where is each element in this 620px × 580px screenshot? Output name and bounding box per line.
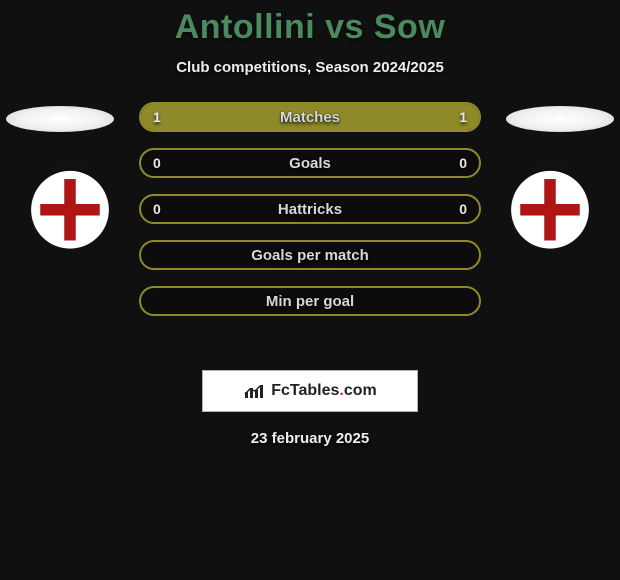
country-flag-right bbox=[506, 106, 614, 132]
stat-row: Goals per match bbox=[139, 240, 481, 270]
date-label: 23 february 2025 bbox=[0, 430, 620, 447]
stat-value-right: 0 bbox=[459, 155, 467, 171]
stat-label: Matches bbox=[280, 109, 340, 126]
stat-value-left: 1 bbox=[153, 109, 161, 125]
stat-row: 0 0 Goals bbox=[139, 148, 481, 178]
country-flag-left bbox=[6, 106, 114, 132]
chart-icon bbox=[243, 382, 265, 400]
stat-label: Goals per match bbox=[251, 247, 369, 264]
brand-text-b: com bbox=[344, 382, 377, 399]
stat-value-right: 1 bbox=[459, 109, 467, 125]
stat-row: 0 0 Hattricks bbox=[139, 194, 481, 224]
brand-text: FcTables.com bbox=[271, 382, 377, 400]
stat-rows: 1 1 Matches 0 0 Goals 0 0 Hattricks Goals per mat… bbox=[139, 102, 481, 332]
club-badge-left bbox=[22, 156, 118, 252]
stat-label: Min per goal bbox=[266, 293, 354, 310]
brand-badge[interactable]: FcTables.com bbox=[202, 370, 418, 412]
stat-label: Goals bbox=[289, 155, 331, 172]
stat-value-left: 0 bbox=[153, 155, 161, 171]
page-title: Antollini vs Sow bbox=[0, 0, 620, 47]
page-subtitle: Club competitions, Season 2024/2025 bbox=[0, 59, 620, 76]
stat-row: Min per goal bbox=[139, 286, 481, 316]
club-badge-right bbox=[502, 156, 598, 252]
stat-value-left: 0 bbox=[153, 201, 161, 217]
brand-text-a: FcTables bbox=[271, 382, 339, 399]
stat-row: 1 1 Matches bbox=[139, 102, 481, 132]
stat-value-right: 0 bbox=[459, 201, 467, 217]
stat-label: Hattricks bbox=[278, 201, 342, 218]
comparison-area: 1 1 Matches 0 0 Goals 0 0 Hattricks Goals per mat… bbox=[0, 102, 620, 362]
